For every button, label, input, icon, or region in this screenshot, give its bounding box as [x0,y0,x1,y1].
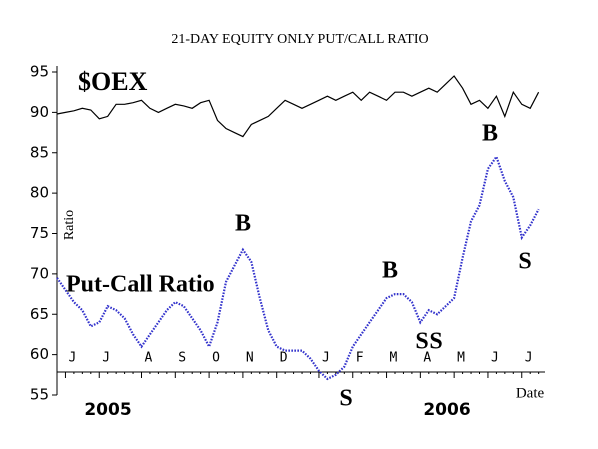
series-label: $OEX [78,67,148,96]
x-axis-label: Date [516,385,545,401]
x-tick-label: N [246,351,254,366]
signal-annotation: S [518,249,531,275]
y-tick-label: 80 [30,184,49,202]
y-tick-label: 55 [30,386,49,404]
signal-annotation: B [482,121,498,147]
y-tick-label: 90 [30,103,49,121]
y-tick-label: 60 [30,345,49,363]
series-label: Put-Call Ratio [66,272,215,298]
x-tick-label: A [145,351,153,366]
y-tick-label: 75 [30,224,49,242]
series-line [56,154,540,381]
x-tick-label: J [102,351,110,366]
x-tick-label: F [356,351,364,366]
chart-title: 21-DAY EQUITY ONLY PUT/CALL RATIO [171,32,428,47]
signal-annotation: B [235,211,251,237]
x-tick-label: J [525,351,533,366]
x-tick-label: J [68,351,76,366]
x-tick-label: M [390,351,398,366]
x-tick-label: J [322,351,330,366]
year-label: 2006 [423,400,470,420]
y-tick-label: 65 [30,305,49,323]
signal-annotation: S [415,329,428,355]
y-tick-label: 95 [30,63,49,81]
x-tick-label: S [178,351,186,366]
y-axis-label: Ratio [62,210,77,240]
y-tick-label: 85 [30,143,49,161]
x-tick-label: D [280,351,288,366]
x-tick-label: O [212,351,220,366]
series-line [56,75,540,138]
signal-annotation: S [339,386,352,412]
y-tick-label: 70 [30,264,49,282]
year-label: 2005 [84,400,131,420]
x-tick-label: J [491,351,499,366]
signal-annotation: B [382,258,398,284]
x-tick-label: M [457,351,465,366]
x-tick-label: A [423,351,431,366]
signal-annotation: S [429,329,442,355]
